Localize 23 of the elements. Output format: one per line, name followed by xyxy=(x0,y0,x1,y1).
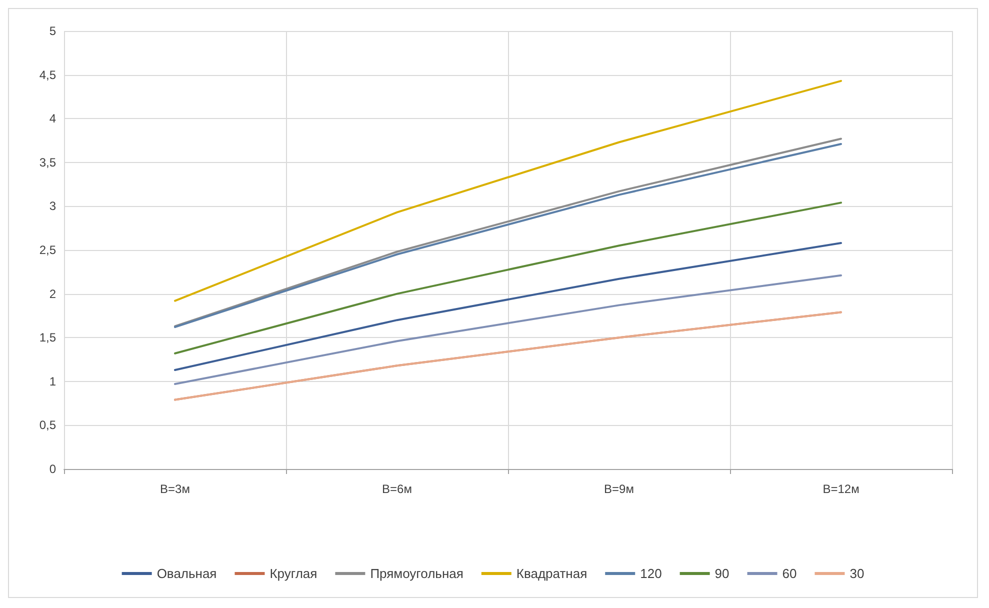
legend-label: Круглая xyxy=(270,566,318,581)
x-tick-label: B=6м xyxy=(382,482,412,496)
legend-label: Овальная xyxy=(156,566,217,581)
legend-label: 120 xyxy=(640,566,662,581)
y-tick-label: 3,5 xyxy=(39,155,56,170)
legend-label: Прямоугольная xyxy=(370,566,464,581)
y-tick-label: 4 xyxy=(49,112,56,126)
y-tick-label: 3 xyxy=(49,199,56,214)
legend-label: 30 xyxy=(850,566,864,581)
y-tick-label: 0,5 xyxy=(39,418,56,432)
y-tick-label: 2 xyxy=(49,286,56,301)
legend-label: Квадратная xyxy=(516,566,588,581)
y-tick-label: 2,5 xyxy=(39,243,56,257)
y-tick-label: 1,5 xyxy=(39,330,56,345)
y-tick-label: 0 xyxy=(49,462,56,476)
x-tick-label: B=9м xyxy=(604,482,634,496)
x-tick-label: B=3м xyxy=(160,482,190,496)
legend-label: 60 xyxy=(782,566,797,581)
y-tick-label: 4,5 xyxy=(39,68,56,82)
y-tick-label: 5 xyxy=(49,24,56,38)
x-tick-label: B=12м xyxy=(822,482,860,496)
legend-label: 90 xyxy=(714,566,730,581)
y-tick-label: 1 xyxy=(49,374,56,388)
